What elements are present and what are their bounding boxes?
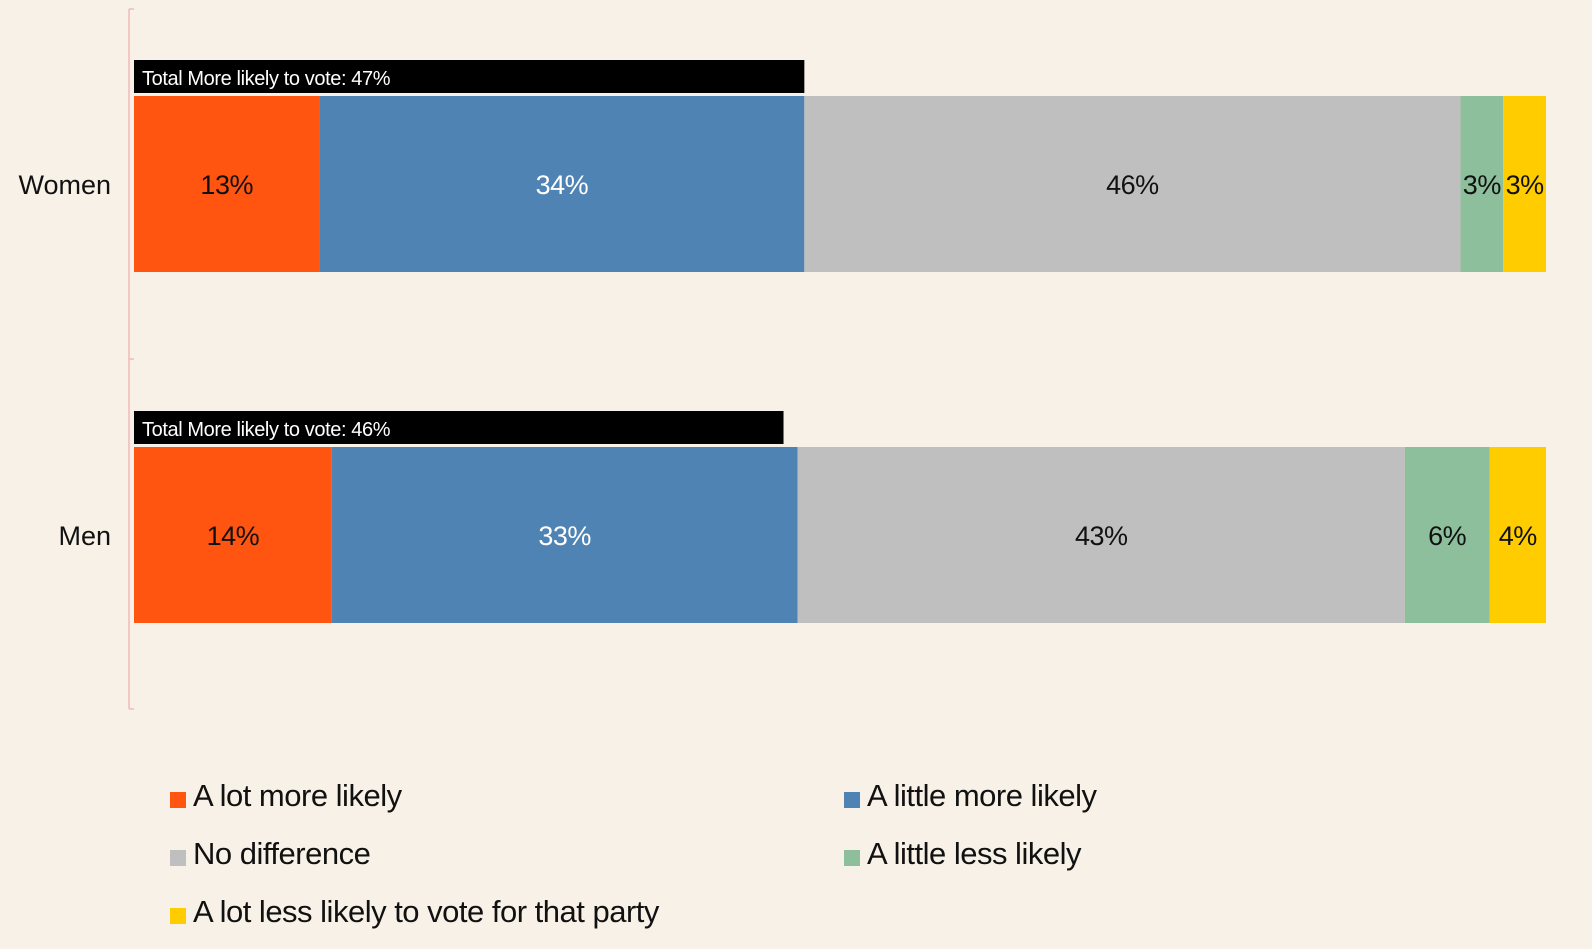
bar-women-a-little-more-likely bbox=[319, 96, 805, 272]
legend-item-a-lot-more-likely: A lot more likely bbox=[170, 778, 844, 814]
legend-label: A little less likely bbox=[867, 836, 1081, 871]
bar-men-no-difference bbox=[797, 447, 1405, 623]
legend-swatch bbox=[170, 792, 186, 808]
data-label-women-no-difference: 46% bbox=[1106, 170, 1159, 200]
data-label-men-a-lot-less-likely-to-vote-for-that-party: 4% bbox=[1499, 521, 1538, 551]
total-band-men bbox=[134, 411, 784, 444]
bar-men-a-little-less-likely bbox=[1404, 447, 1490, 623]
legend-label: A lot less likely to vote for that party bbox=[193, 894, 659, 929]
legend-label: A little more likely bbox=[867, 778, 1097, 813]
bar-women-no-difference bbox=[804, 96, 1461, 272]
bar-women-a-little-less-likely bbox=[1460, 96, 1504, 272]
legend-swatch bbox=[844, 850, 860, 866]
data-label-women-a-little-more-likely: 34% bbox=[536, 170, 589, 200]
data-label-women-a-lot-more-likely: 13% bbox=[200, 170, 253, 200]
legend-label: No difference bbox=[193, 836, 371, 871]
bar-men-a-little-more-likely bbox=[331, 447, 798, 623]
bar-men-a-lot-more-likely bbox=[134, 447, 332, 623]
data-label-women-a-little-less-likely: 3% bbox=[1463, 170, 1502, 200]
bar-women-a-lot-less-likely-to-vote-for-that-party bbox=[1503, 96, 1546, 272]
bar-men-a-lot-less-likely-to-vote-for-that-party bbox=[1489, 447, 1546, 623]
legend-swatch bbox=[844, 792, 860, 808]
legend-item-no-difference: No difference bbox=[170, 836, 844, 872]
data-label-women-a-lot-less-likely-to-vote-for-that-party: 3% bbox=[1506, 170, 1545, 200]
legend-item-a-lot-less-likely-to-vote-for-that-party: A lot less likely to vote for that party bbox=[170, 894, 844, 930]
legend-item-a-little-less-likely: A little less likely bbox=[844, 836, 1518, 872]
data-label-men-a-lot-more-likely: 14% bbox=[207, 521, 260, 551]
category-label-women: Women bbox=[18, 170, 111, 200]
bar-women-a-lot-more-likely bbox=[134, 96, 320, 272]
stacked-bar-chart: Women 13% 34% 46% 3% 3% Total More likely to v… bbox=[18, 8, 1546, 710]
legend-item-a-little-more-likely: A little more likely bbox=[844, 778, 1518, 814]
chart-legend: A lot more likely A little more likely No … bbox=[170, 778, 1530, 930]
total-label-women: Total More likely to vote: 47% bbox=[142, 68, 391, 90]
data-label-men-a-little-less-likely: 6% bbox=[1428, 521, 1467, 551]
legend-label: A lot more likely bbox=[193, 778, 402, 813]
total-label-men: Total More likely to vote: 46% bbox=[142, 419, 391, 441]
legend-swatch bbox=[170, 908, 186, 924]
data-label-men-a-little-more-likely: 33% bbox=[538, 521, 591, 551]
category-label-men: Men bbox=[58, 521, 111, 551]
legend-swatch bbox=[170, 850, 186, 866]
total-band-women bbox=[134, 60, 805, 93]
data-label-men-no-difference: 43% bbox=[1075, 521, 1128, 551]
